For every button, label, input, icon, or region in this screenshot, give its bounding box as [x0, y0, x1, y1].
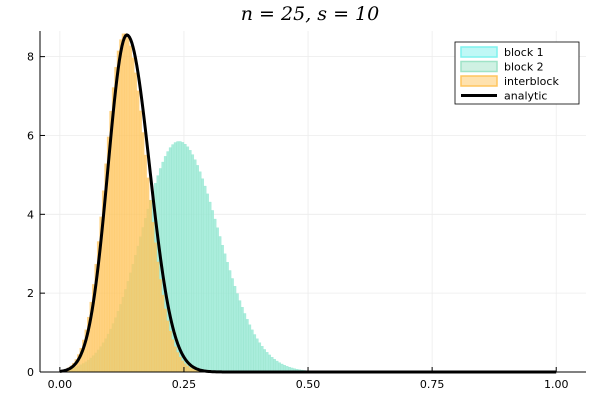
bar-block-2	[250, 329, 254, 373]
bar-block-2	[221, 245, 224, 373]
bar-block-2	[181, 142, 185, 373]
bar-interblock	[158, 279, 162, 373]
legend-label-block-1: block 1	[504, 46, 544, 59]
bar-interblock	[156, 261, 160, 373]
bar-block-2	[206, 193, 209, 373]
bar-block-2	[216, 227, 219, 373]
bar-interblock	[121, 33, 125, 373]
legend-swatch-block-1	[460, 46, 498, 58]
bar-interblock	[178, 356, 182, 373]
chart-title: n = 25, s = 10	[241, 3, 379, 25]
bar-block-2	[186, 146, 190, 373]
bar-block-2	[228, 270, 232, 373]
bar-block-2	[233, 286, 237, 373]
bar-interblock	[129, 45, 132, 373]
bar-interblock	[119, 39, 123, 373]
bar-block-2	[178, 141, 182, 373]
bar-interblock	[146, 177, 150, 373]
bar-block-2	[230, 278, 234, 373]
bar-block-2	[273, 359, 276, 373]
bar-block-2	[275, 360, 279, 373]
bar-interblock	[144, 154, 147, 373]
bar-block-2	[208, 201, 212, 373]
bar-interblock	[114, 66, 118, 373]
bar-interblock	[188, 367, 192, 373]
bar-interblock	[139, 110, 142, 373]
bar-block-2	[191, 154, 195, 373]
x-axis-ticks: 0.00 0.25 0.50 0.75 1.00	[48, 367, 569, 391]
bar-block-2	[240, 307, 244, 373]
bar-block-2	[211, 210, 214, 373]
legend-label-interblock: interblock	[504, 75, 559, 88]
bar-interblock	[116, 50, 120, 373]
bar-block-2	[203, 185, 207, 373]
legend-label-block-2: block 2	[504, 61, 544, 74]
bar-block-2	[183, 144, 187, 373]
y-tick-label: 8	[27, 51, 34, 64]
bar-block-2	[213, 218, 217, 373]
y-tick-label: 6	[27, 129, 34, 142]
bar-block-2	[245, 319, 249, 373]
bar-interblock	[176, 352, 180, 373]
x-tick-label: 0.75	[420, 378, 445, 391]
bar-block-2	[253, 334, 257, 373]
bar-interblock	[166, 320, 170, 373]
bar-interblock	[141, 132, 145, 373]
bar-interblock	[124, 33, 128, 373]
x-tick-label: 0.00	[48, 378, 73, 391]
y-tick-label: 2	[27, 287, 34, 300]
bar-block-2	[260, 346, 264, 373]
bar-interblock	[186, 365, 190, 373]
y-axis-ticks: 0 2 4 6 8	[27, 51, 45, 379]
bar-block-2	[193, 159, 197, 373]
bar-interblock	[163, 308, 167, 373]
bar-block-2	[235, 293, 239, 373]
bar-interblock	[136, 90, 140, 373]
bar-block-2	[223, 253, 227, 373]
x-tick-label: 1.00	[544, 378, 569, 391]
bar-interblock	[173, 346, 177, 373]
bar-block-2	[238, 300, 242, 373]
bar-interblock	[134, 72, 137, 373]
bar-block-2	[265, 352, 269, 373]
bar-interblock	[149, 200, 152, 373]
bar-block-2	[171, 144, 175, 373]
bar-interblock	[126, 37, 130, 373]
bar-block-2	[248, 324, 252, 373]
bar-interblock	[171, 339, 175, 373]
legend-swatch-block-2	[460, 60, 498, 73]
bar-interblock	[161, 294, 165, 373]
bar-block-2	[198, 171, 202, 373]
bar-block-2	[218, 236, 222, 373]
bar-interblock	[154, 242, 157, 373]
bar-interblock	[168, 330, 172, 373]
bar-interblock	[151, 221, 155, 373]
y-tick-label: 4	[27, 208, 34, 221]
bar-block-2	[263, 349, 266, 373]
bar-block-2	[243, 313, 247, 373]
bar-block-2	[258, 342, 262, 373]
bar-block-2	[255, 338, 259, 373]
bar-block-2	[201, 178, 204, 373]
bar-block-2	[268, 354, 271, 373]
y-tick-label: 0	[27, 366, 34, 379]
x-tick-label: 0.25	[172, 378, 197, 391]
legend-swatch-interblock	[460, 75, 498, 87]
bar-block-2	[188, 150, 192, 373]
bar-block-2	[270, 357, 274, 373]
bar-block-2	[225, 262, 229, 373]
axes	[39, 31, 586, 373]
legend-label-analytic: analytic	[504, 90, 547, 103]
bar-block-2	[196, 165, 199, 373]
x-tick-label: 0.50	[296, 378, 321, 391]
bar-interblock	[131, 57, 135, 373]
